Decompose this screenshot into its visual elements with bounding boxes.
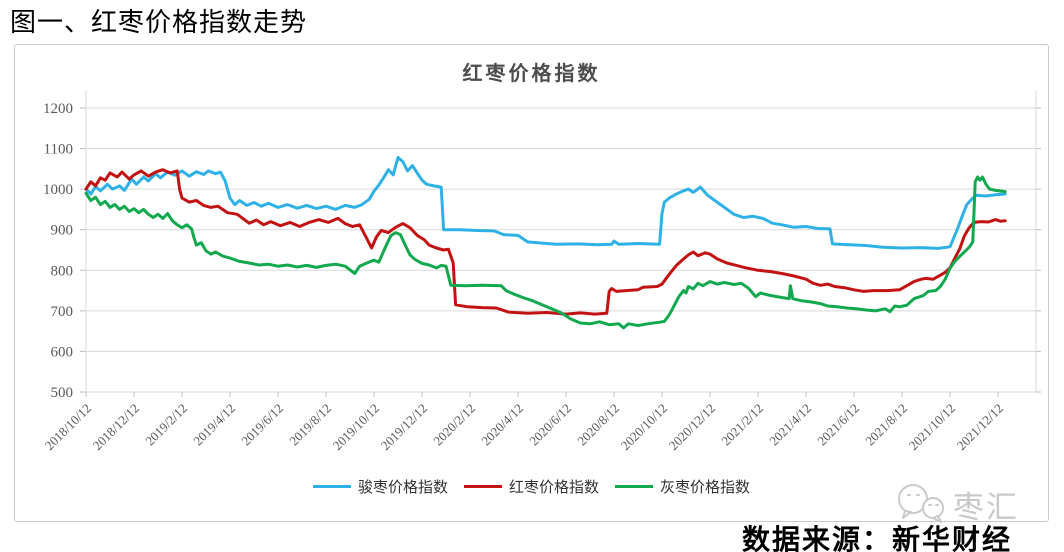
legend-line-swatch-junzao bbox=[312, 485, 351, 488]
series-line-huizao bbox=[84, 175, 1007, 330]
legend-item-hongzao: 红枣价格指数 bbox=[463, 476, 599, 497]
x-axis-tick-label: 2020/4/12 bbox=[478, 401, 526, 449]
x-axis-tick-label: 2021/4/12 bbox=[766, 401, 814, 449]
y-axis-tick-label: 1200 bbox=[43, 101, 73, 117]
x-axis-tick-label: 2020/2/12 bbox=[430, 401, 478, 449]
x-axis-tick-label: 2018/10/12 bbox=[42, 401, 94, 453]
legend-line-swatch-hongzao bbox=[463, 485, 502, 488]
x-axis-tick-label: 2021/6/12 bbox=[814, 401, 862, 449]
x-axis-tick-label: 2021/8/12 bbox=[862, 401, 910, 449]
wechat-icon bbox=[898, 484, 944, 523]
legend-line-swatch-huizao bbox=[615, 485, 653, 488]
x-axis-tick-label: 2021/10/12 bbox=[906, 401, 958, 453]
x-axis-tick-label: 2018/12/12 bbox=[90, 401, 142, 453]
x-axis-tick-label: 2020/8/12 bbox=[574, 401, 622, 449]
legend-label-huizao: 灰枣价格指数 bbox=[660, 480, 751, 496]
x-axis-tick-label: 2019/2/12 bbox=[142, 401, 190, 449]
x-axis-tick-label: 2021/12/12 bbox=[954, 401, 1006, 453]
x-axis-tick-label: 2021/2/12 bbox=[718, 401, 766, 449]
x-axis-tick-label: 2020/12/12 bbox=[666, 401, 718, 453]
y-axis-tick-label: 500 bbox=[51, 385, 74, 401]
legend-label-junzao: 骏枣价格指数 bbox=[357, 480, 448, 496]
watermark-text: 枣汇 bbox=[953, 489, 1019, 525]
x-axis-tick-label: 2019/8/12 bbox=[286, 401, 334, 449]
y-axis-tick-label: 900 bbox=[51, 223, 74, 239]
price-index-line-chart: 1200110010009008007006005002018/10/12201… bbox=[42, 90, 1041, 453]
y-axis-tick-label: 1100 bbox=[44, 142, 73, 158]
x-axis-tick-label: 2019/4/12 bbox=[190, 401, 238, 449]
chart-panel: 1200 1100 1000 900 800 700 600 500 2018/10/12 201… bbox=[14, 44, 1049, 522]
legend-label-hongzao: 红枣价格指数 bbox=[508, 480, 599, 496]
series-line-junzao bbox=[84, 156, 1007, 250]
x-axis-tick-label: 2020/10/12 bbox=[618, 401, 670, 453]
x-axis-tick-label: 2019/12/12 bbox=[378, 401, 430, 453]
data-source: 数据来源：新华财经 bbox=[741, 525, 1012, 552]
x-axis-tick-label: 2019/6/12 bbox=[238, 401, 286, 449]
chart-title: 红枣价格指数 bbox=[462, 63, 601, 85]
legend-item-junzao: 骏枣价格指数 bbox=[312, 476, 448, 497]
chart-legend: 骏枣价格指数 红枣价格指数 灰枣价格指数 bbox=[15, 476, 1048, 497]
page-title: 图一、红枣价格指数走势 bbox=[10, 8, 308, 37]
watermark: 枣汇 bbox=[893, 481, 1019, 527]
y-axis-tick-label: 800 bbox=[51, 263, 74, 279]
series-line-hongzao bbox=[84, 168, 1007, 316]
y-axis-tick-label: 700 bbox=[51, 304, 74, 320]
y-axis-tick-label: 1000 bbox=[43, 182, 73, 198]
y-axis-tick-label: 600 bbox=[51, 344, 74, 360]
legend-item-huizao: 灰枣价格指数 bbox=[615, 476, 750, 497]
x-axis-tick-label: 2019/10/12 bbox=[330, 401, 382, 453]
x-axis-tick-label: 2020/6/12 bbox=[526, 401, 574, 449]
